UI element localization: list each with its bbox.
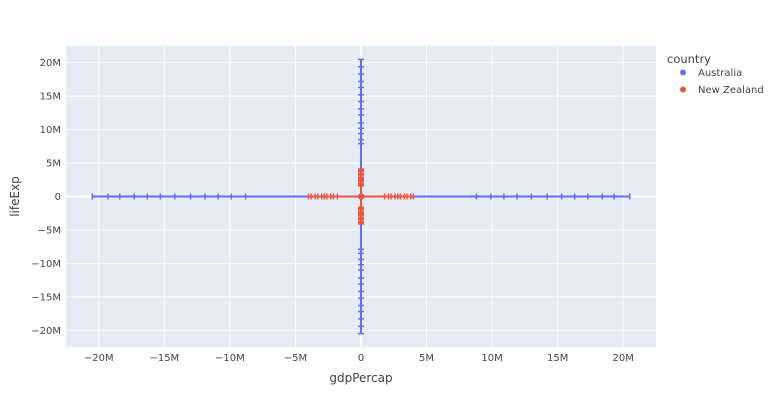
y-tick-label: −15M — [31, 292, 61, 303]
new-zealand-point[interactable] — [358, 193, 365, 200]
x-tick-label: −10M — [215, 353, 245, 364]
x-tick-label: 0 — [358, 353, 364, 364]
legend-marker-australia — [680, 69, 686, 76]
y-axis-title: lifeExp — [8, 176, 22, 217]
y-tick-label: 20M — [40, 58, 61, 69]
data-points — [358, 193, 365, 200]
y-tick-label: 5M — [46, 159, 61, 170]
x-tick-label: −20M — [84, 353, 114, 364]
x-tick-label: −5M — [284, 353, 307, 364]
x-tick-label: −15M — [149, 353, 179, 364]
legend-label-australia[interactable]: Australia — [698, 68, 742, 79]
x-tick-label: 20M — [613, 353, 634, 364]
x-tick-label: 15M — [547, 353, 568, 364]
y-tick-label: −20M — [31, 326, 61, 337]
y-tick-label: −5M — [38, 225, 61, 236]
legend-title: country — [667, 52, 711, 66]
legend-marker-new-zealand — [680, 86, 686, 93]
x-tick-label: 10M — [481, 353, 502, 364]
x-axis-title: gdpPercap — [329, 371, 392, 385]
legend[interactable]: country Australia New Zealand — [667, 52, 764, 96]
y-tick-label: −10M — [31, 259, 61, 270]
y-tick-label: 0 — [55, 192, 61, 203]
y-tick-label: 15M — [40, 92, 61, 103]
x-tick-label: 5M — [419, 353, 434, 364]
legend-label-new-zealand[interactable]: New Zealand — [698, 85, 764, 96]
y-tick-labels: −20M −15M −10M −5M 0 5M 10M 15M 20M — [31, 58, 61, 337]
x-tick-labels: −20M −15M −10M −5M 0 5M 10M 15M 20M — [84, 353, 634, 364]
y-tick-label: 10M — [40, 125, 61, 136]
